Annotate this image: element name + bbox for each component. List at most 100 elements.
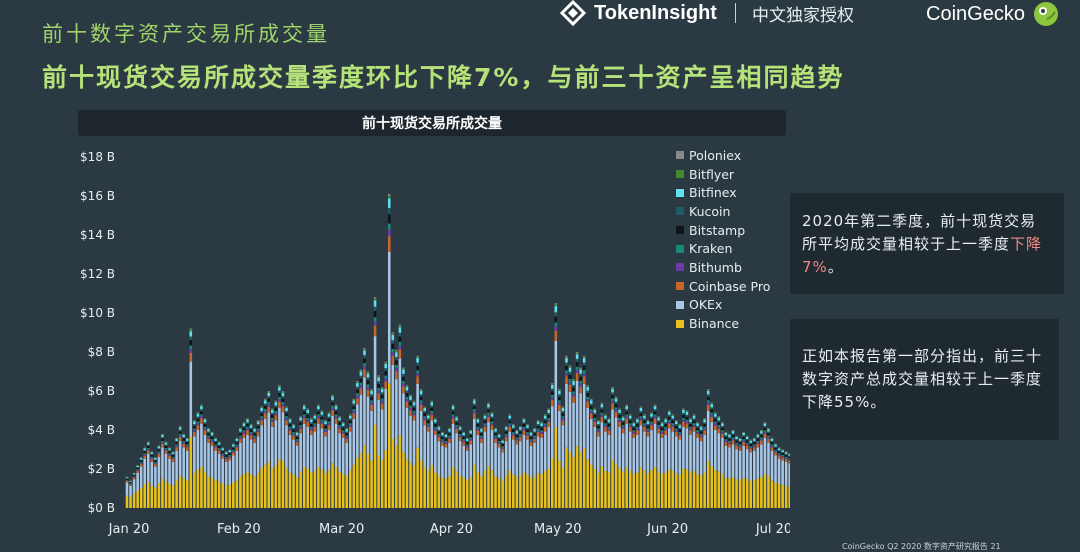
day-bar bbox=[710, 403, 713, 508]
bar-segment bbox=[583, 376, 586, 384]
bar-segment bbox=[788, 459, 790, 460]
bar-segment bbox=[338, 429, 341, 434]
bar-segment bbox=[335, 419, 338, 424]
bar-segment bbox=[423, 425, 426, 468]
bar-segment bbox=[260, 468, 263, 508]
bar-segment bbox=[445, 437, 448, 438]
bar-segment bbox=[650, 413, 653, 414]
bar-segment bbox=[544, 414, 547, 415]
bar-segment bbox=[473, 411, 476, 413]
bar-segment bbox=[129, 497, 132, 508]
bar-segment bbox=[289, 418, 292, 419]
bar-segment bbox=[207, 476, 210, 508]
bar-segment bbox=[250, 435, 253, 439]
bar-segment bbox=[519, 476, 522, 508]
bar-segment bbox=[547, 422, 550, 427]
bar-segment bbox=[129, 481, 132, 482]
bar-segment bbox=[657, 433, 660, 471]
bar-segment bbox=[175, 480, 178, 508]
bar-segment bbox=[285, 408, 288, 411]
bar-segment bbox=[544, 416, 547, 419]
bar-segment bbox=[703, 430, 706, 434]
note-box-q2-decline: 2020年第二季度，前十现货交易所平均成交量相较于上一季度下降7%。 bbox=[790, 193, 1064, 294]
bar-segment bbox=[650, 412, 653, 413]
bar-segment bbox=[402, 381, 405, 384]
day-bar bbox=[622, 416, 625, 508]
bar-segment bbox=[158, 446, 161, 448]
bar-segment bbox=[516, 444, 519, 477]
bar-segment bbox=[735, 479, 738, 508]
bar-segment bbox=[540, 434, 543, 438]
day-bar bbox=[377, 375, 380, 508]
bar-segment bbox=[409, 408, 412, 410]
bar-segment bbox=[207, 443, 210, 477]
bar-segment bbox=[671, 432, 674, 471]
bar-segment bbox=[778, 454, 781, 455]
bar-segment bbox=[452, 409, 455, 411]
bar-segment bbox=[696, 432, 699, 434]
bar-segment bbox=[445, 435, 448, 437]
bar-segment bbox=[725, 437, 728, 439]
bar-segment bbox=[661, 432, 664, 434]
bar-segment bbox=[693, 419, 696, 421]
bar-segment bbox=[179, 431, 182, 433]
day-bar bbox=[168, 448, 171, 508]
bar-segment bbox=[618, 409, 621, 410]
bar-segment bbox=[129, 486, 132, 497]
bar-segment bbox=[547, 409, 550, 410]
bar-segment bbox=[714, 419, 717, 422]
bar-segment bbox=[321, 415, 324, 417]
bar-segment bbox=[349, 414, 352, 415]
bar-segment bbox=[491, 421, 494, 423]
bar-segment bbox=[735, 443, 738, 444]
bar-segment bbox=[282, 396, 285, 398]
bar-segment bbox=[214, 480, 217, 508]
bar-segment bbox=[668, 422, 671, 424]
bar-segment bbox=[182, 435, 185, 437]
bar-segment bbox=[370, 411, 373, 461]
bar-segment bbox=[161, 479, 164, 508]
bar-segment bbox=[686, 420, 689, 422]
bar-segment bbox=[384, 364, 387, 368]
bar-segment bbox=[533, 432, 536, 434]
bar-segment bbox=[190, 330, 193, 331]
bar-segment bbox=[679, 424, 682, 425]
day-bar bbox=[264, 399, 267, 508]
bar-segment bbox=[324, 426, 327, 429]
day-bar bbox=[519, 426, 522, 508]
bar-segment bbox=[693, 415, 696, 416]
bar-segment bbox=[647, 432, 650, 436]
bar-segment bbox=[353, 406, 356, 409]
bar-segment bbox=[314, 420, 317, 423]
bar-segment bbox=[367, 372, 370, 373]
bar-segment bbox=[519, 441, 522, 475]
bar-segment bbox=[455, 425, 458, 427]
bar-segment bbox=[338, 433, 341, 471]
bar-segment bbox=[767, 432, 770, 434]
bar-segment bbox=[576, 354, 579, 359]
bar-segment bbox=[236, 451, 239, 480]
bar-segment bbox=[151, 452, 154, 454]
bar-segment bbox=[583, 356, 586, 357]
day-bar bbox=[349, 414, 352, 508]
bar-segment bbox=[753, 447, 756, 451]
bar-segment bbox=[154, 463, 157, 464]
bar-segment bbox=[253, 433, 256, 435]
bar-segment bbox=[402, 393, 405, 452]
bar-segment bbox=[710, 407, 713, 409]
bar-segment bbox=[721, 426, 724, 428]
bar-segment bbox=[487, 466, 490, 508]
bar-segment bbox=[275, 408, 278, 411]
bar-segment bbox=[306, 427, 309, 469]
bar-segment bbox=[136, 468, 139, 469]
bar-segment bbox=[165, 443, 168, 445]
note2-text: 正如本报告第一部分指出，前三十数字资产总成交量相较于上一季度下降55%。 bbox=[802, 347, 1042, 411]
bar-segment bbox=[392, 334, 395, 335]
bar-segment bbox=[700, 431, 703, 433]
bar-segment bbox=[388, 236, 391, 252]
bar-segment bbox=[264, 465, 267, 508]
bar-segment bbox=[452, 411, 455, 414]
day-bar bbox=[505, 426, 508, 508]
day-bar bbox=[643, 414, 646, 508]
bar-segment bbox=[388, 214, 391, 223]
